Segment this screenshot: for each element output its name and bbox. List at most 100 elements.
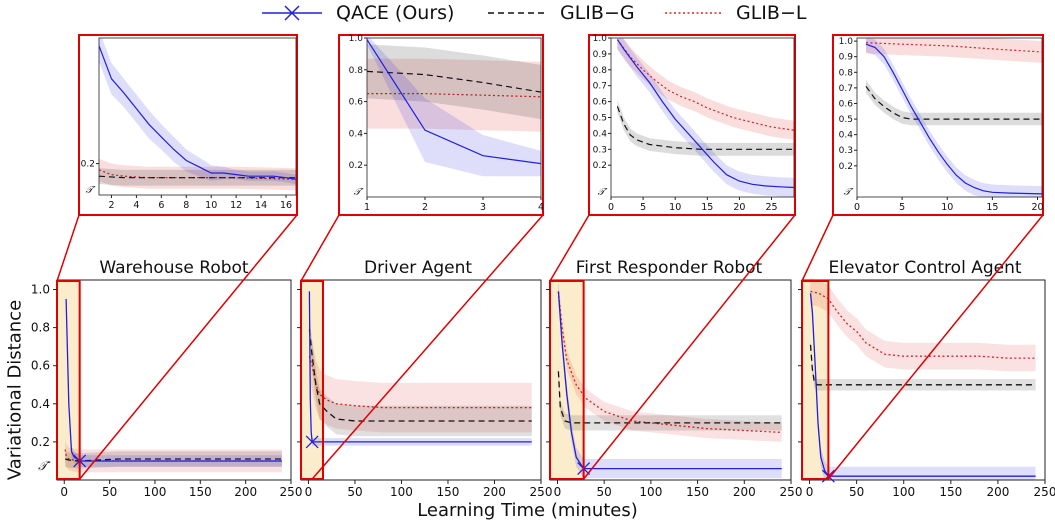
x-tick-label: 100 bbox=[892, 485, 915, 499]
zoom-x-tick-label: 4 bbox=[538, 202, 544, 213]
band-glibg bbox=[65, 451, 282, 469]
zoom-inset-2: 1 2 3 4 1.0 0.8 0.6 0.4 0.2 𝒯′ bbox=[300, 34, 544, 480]
x-tick-label: 200 bbox=[483, 485, 506, 499]
panel-title-driver: Driver Agent bbox=[363, 258, 473, 278]
zoom-x-tick-label: 0 bbox=[854, 202, 860, 213]
band-glibl bbox=[810, 278, 1036, 372]
zoom-x-tick-label: 5 bbox=[640, 202, 646, 213]
zoom-inset-4: 0 5 10 15 20 1.0 0.9 0.8 0.7 0.6 0.5 0.4 0.3 0.2 𝒯′ bbox=[801, 34, 1044, 480]
zoom-box bbox=[549, 280, 585, 480]
x-tick-label: 0 bbox=[305, 485, 313, 499]
zoom-x-tick-label: 8 bbox=[183, 200, 189, 211]
zoom-x-tick-label: 1 bbox=[364, 202, 370, 213]
x-tick-label: 100 bbox=[639, 485, 662, 499]
band-glibg bbox=[810, 339, 1036, 391]
zoom-connector-left bbox=[300, 214, 340, 282]
zoom-line-glibl bbox=[99, 169, 296, 180]
zoom-y-tick-label: 0.7 bbox=[593, 82, 607, 92]
band-glibl bbox=[65, 438, 282, 473]
zoom-y-tick-label: 0.6 bbox=[349, 98, 364, 108]
x-tick-label: 100 bbox=[144, 485, 167, 499]
zoom-y-tick-label: 0.8 bbox=[839, 68, 854, 78]
x-tick-label: 150 bbox=[939, 485, 962, 499]
x-tick-label: 50 bbox=[597, 485, 612, 499]
y-tick-label-tprime: 𝒯′ bbox=[38, 459, 51, 473]
zoom-y-tick-label: 0.5 bbox=[593, 114, 607, 124]
zoom-y-tick-label: 0.2 bbox=[81, 160, 95, 170]
zoom-x-tick-label: 15 bbox=[701, 202, 713, 213]
zoom-inset-3: 0 5 10 15 20 25 1.0 0.9 0.8 0.7 0.6 0.5 0.4 0.3 0.2 𝒯′ bbox=[549, 34, 796, 480]
x-tick-label: 250 bbox=[280, 485, 303, 499]
zoom-x-tick-label: 16 bbox=[280, 200, 292, 211]
line-glibl bbox=[810, 290, 1036, 359]
panel-title-elevator: Elevator Control Agent bbox=[828, 258, 1022, 278]
zoom-x-tick-label: 10 bbox=[669, 202, 681, 213]
zoom-line-qace bbox=[367, 39, 541, 165]
y-tick-label: 0.6 bbox=[31, 359, 50, 373]
zoom-x-tick-label: 5 bbox=[899, 202, 905, 213]
zoom-axes-frame bbox=[610, 37, 795, 198]
zoom-y-tick-label: 0.3 bbox=[839, 146, 853, 156]
zoom-x-tick-label: 12 bbox=[230, 200, 242, 211]
zoom-y-tick-label: 0.5 bbox=[839, 115, 853, 125]
zoom-band-glibg bbox=[99, 168, 296, 186]
y-tick-label: 0.4 bbox=[31, 397, 50, 411]
x-tick-label: 0 bbox=[806, 485, 814, 499]
legend-label-glibl: GLIB−L bbox=[736, 2, 807, 24]
zoom-y-tick-label: 0.2 bbox=[593, 161, 607, 171]
zoom-plot-area bbox=[616, 38, 794, 197]
axes-frame bbox=[56, 279, 292, 481]
zoom-line-qace bbox=[865, 43, 1042, 195]
zoom-y-tick-label: 0.6 bbox=[593, 98, 608, 108]
zoom-band-qace bbox=[367, 38, 541, 177]
zoom-axes-frame bbox=[366, 37, 542, 198]
zoom-y-tick-label: 0.7 bbox=[839, 84, 853, 94]
x-tick-label: 0 bbox=[554, 485, 562, 499]
band-qace bbox=[558, 281, 782, 479]
zoom-connector-right bbox=[311, 214, 544, 480]
line-glibg bbox=[308, 329, 532, 422]
zoom-band-glibg bbox=[367, 44, 541, 120]
zoom-axes-frame bbox=[98, 37, 297, 196]
panel-title-first-responder: First Responder Robot bbox=[575, 258, 763, 278]
line-glibg bbox=[65, 458, 282, 462]
zoom-x-tick-label: 2 bbox=[422, 202, 428, 213]
x-tick-label: 150 bbox=[437, 485, 460, 499]
zoom-connector-right bbox=[79, 214, 298, 480]
zoom-connector-left bbox=[56, 214, 80, 282]
zoom-y-tick-label: 0.4 bbox=[593, 129, 608, 139]
zoom-x-tick-label: 4 bbox=[133, 200, 139, 211]
zoom-y-tick-label: 0.8 bbox=[349, 66, 364, 76]
zoom-connector-right bbox=[583, 214, 796, 480]
zoom-y-tick-label-tprime: 𝒯′ bbox=[844, 187, 855, 198]
zoom-x-tick-label: 0 bbox=[608, 202, 614, 213]
line-glibg bbox=[809, 344, 1036, 386]
zoom-line-glibl bbox=[616, 39, 794, 131]
zoom-line-glibl bbox=[367, 93, 541, 98]
zoom-y-tick-label-tprime: 𝒯′ bbox=[354, 187, 365, 198]
x-tick-label: 50 bbox=[849, 485, 864, 499]
zoom-y-tick-label-tprime: 𝒯′ bbox=[598, 187, 609, 198]
axes-frame bbox=[549, 279, 792, 481]
zoom-band-glibl bbox=[866, 38, 1042, 63]
zoom-y-tick-label-tprime: 𝒯′ bbox=[86, 185, 97, 196]
zoom-band-qace bbox=[617, 38, 794, 197]
band-glibl bbox=[558, 281, 782, 442]
zoom-band-glibl bbox=[99, 158, 296, 191]
zoom-x-tick-label: 10 bbox=[205, 200, 217, 211]
zoom-line-glibg bbox=[99, 175, 296, 179]
zoom-plot-area bbox=[99, 38, 296, 191]
zoom-region-fill bbox=[551, 282, 585, 479]
zoom-band-glibl bbox=[367, 58, 541, 132]
zoom-line-qace bbox=[616, 39, 794, 189]
zoom-x-tick-label: 25 bbox=[765, 202, 777, 213]
line-glibl bbox=[64, 449, 282, 462]
zoom-connector-left bbox=[549, 214, 590, 282]
zoom-line-qace bbox=[99, 45, 296, 180]
zoom-plot-area bbox=[865, 38, 1042, 197]
zoom-box bbox=[56, 280, 81, 480]
panel-2: 0 50 100 150 200 250 bbox=[297, 279, 552, 499]
band-glibg bbox=[558, 363, 782, 431]
zoom-y-tick-label: 0.3 bbox=[593, 145, 607, 155]
